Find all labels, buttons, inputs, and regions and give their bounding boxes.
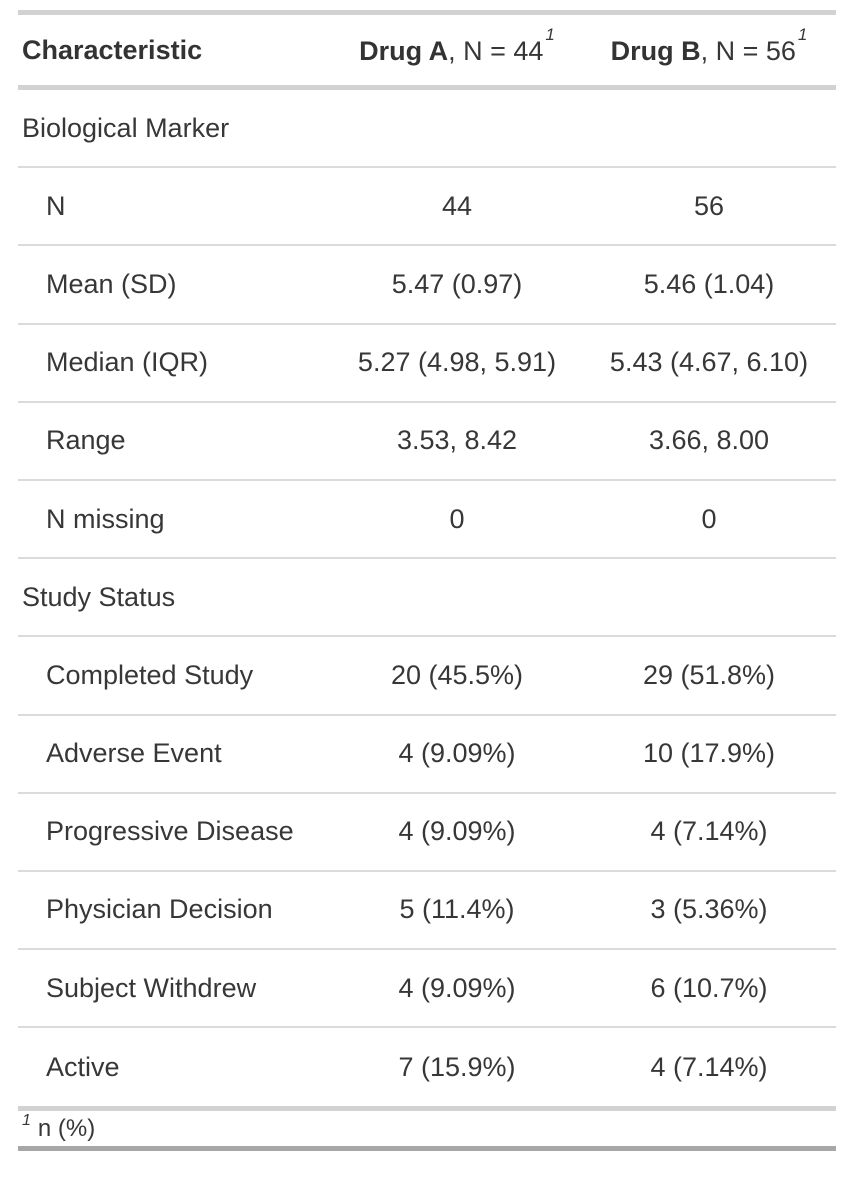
section-label: Biological Marker: [22, 112, 230, 143]
cell-drug-a: 5.27 (4.98, 5.91): [357, 347, 557, 378]
cell-drug-b: 0: [701, 503, 717, 534]
row-label: Adverse Event: [46, 738, 222, 769]
cell-drug-b: 3.66, 8.00: [648, 425, 770, 456]
column-header-drug-b: Drug B, N = 561: [582, 26, 836, 66]
cell-drug-b: 4 (7.14%): [650, 816, 768, 847]
cell-drug-a: 5.47 (0.97): [391, 268, 523, 299]
row-active: Active 7 (15.9%) 4 (7.14%): [18, 1028, 836, 1106]
row-n-missing: N missing 0 0: [18, 481, 836, 560]
cell-drug-b: 10 (17.9%): [642, 738, 776, 769]
cell-drug-b: 4 (7.14%): [650, 1051, 768, 1082]
summary-table: Characteristic Drug A, N = 441 Drug B, N…: [18, 10, 836, 1152]
row-label: N: [46, 190, 66, 221]
column-header-label: Characteristic: [22, 34, 203, 65]
row-n: N 44 56: [18, 168, 836, 247]
row-label: Range: [46, 425, 126, 456]
cell-drug-b: 5.43 (4.67, 6.10): [609, 347, 809, 378]
row-progressive-disease: Progressive Disease 4 (9.09%) 4 (7.14%): [18, 794, 836, 872]
cell-drug-b: 3 (5.36%): [650, 894, 768, 925]
table-footnote: 1 n (%): [18, 1111, 836, 1152]
cell-drug-a: 20 (45.5%): [390, 659, 524, 690]
drug-a-n: , N = 44: [448, 35, 544, 66]
row-label: Progressive Disease: [46, 816, 294, 847]
cell-drug-b: 6 (10.7%): [650, 972, 768, 1003]
drug-a-name: Drug A: [359, 35, 449, 66]
cell-drug-b: 5.46 (1.04): [643, 268, 775, 299]
drug-b-name: Drug B: [610, 35, 701, 66]
footnote-text: n (%): [37, 1114, 96, 1142]
footnote-mark: 1: [797, 24, 808, 44]
drug-b-n: , N = 56: [700, 35, 796, 66]
row-label: Physician Decision: [46, 894, 273, 925]
row-adverse-event: Adverse Event 4 (9.09%) 10 (17.9%): [18, 716, 836, 794]
cell-drug-a: 7 (15.9%): [398, 1051, 516, 1082]
cell-drug-b: 56: [693, 190, 725, 221]
table-header-row: Characteristic Drug A, N = 441 Drug B, N…: [18, 10, 836, 90]
row-median-iqr: Median (IQR) 5.27 (4.98, 5.91) 5.43 (4.6…: [18, 325, 836, 403]
cell-drug-a: 3.53, 8.42: [396, 425, 518, 456]
row-biological-marker: Biological Marker: [18, 90, 836, 169]
cell-drug-a: 4 (9.09%): [398, 972, 516, 1003]
table-body: Biological Marker N 44 56 Mean (SD) 5.47…: [18, 90, 836, 1112]
row-range: Range 3.53, 8.42 3.66, 8.00: [18, 403, 836, 481]
cell-drug-a: 4 (9.09%): [398, 738, 516, 769]
column-header-characteristic: Characteristic: [18, 34, 332, 65]
row-mean-sd: Mean (SD) 5.47 (0.97) 5.46 (1.04): [18, 246, 836, 325]
row-completed-study: Completed Study 20 (45.5%) 29 (51.8%): [18, 637, 836, 716]
row-label: Active: [46, 1051, 120, 1082]
cell-drug-a: 5 (11.4%): [399, 894, 515, 925]
row-label: Mean (SD): [46, 268, 177, 299]
row-label: Median (IQR): [46, 347, 209, 378]
row-label: Completed Study: [46, 659, 254, 690]
row-subject-withdrew: Subject Withdrew 4 (9.09%) 6 (10.7%): [18, 950, 836, 1029]
row-label: N missing: [46, 503, 165, 534]
footnote-mark: 1: [22, 1111, 31, 1129]
column-header-drug-a: Drug A, N = 441: [332, 26, 582, 66]
section-label: Study Status: [22, 581, 176, 612]
cell-drug-a: 4 (9.09%): [398, 816, 516, 847]
row-label: Subject Withdrew: [46, 972, 257, 1003]
cell-drug-a: 44: [441, 190, 473, 221]
cell-drug-a: 0: [449, 503, 465, 534]
row-physician-decision: Physician Decision 5 (11.4%) 3 (5.36%): [18, 872, 836, 951]
cell-drug-b: 29 (51.8%): [642, 659, 776, 690]
row-study-status: Study Status: [18, 559, 836, 638]
footnote-mark: 1: [545, 24, 555, 44]
